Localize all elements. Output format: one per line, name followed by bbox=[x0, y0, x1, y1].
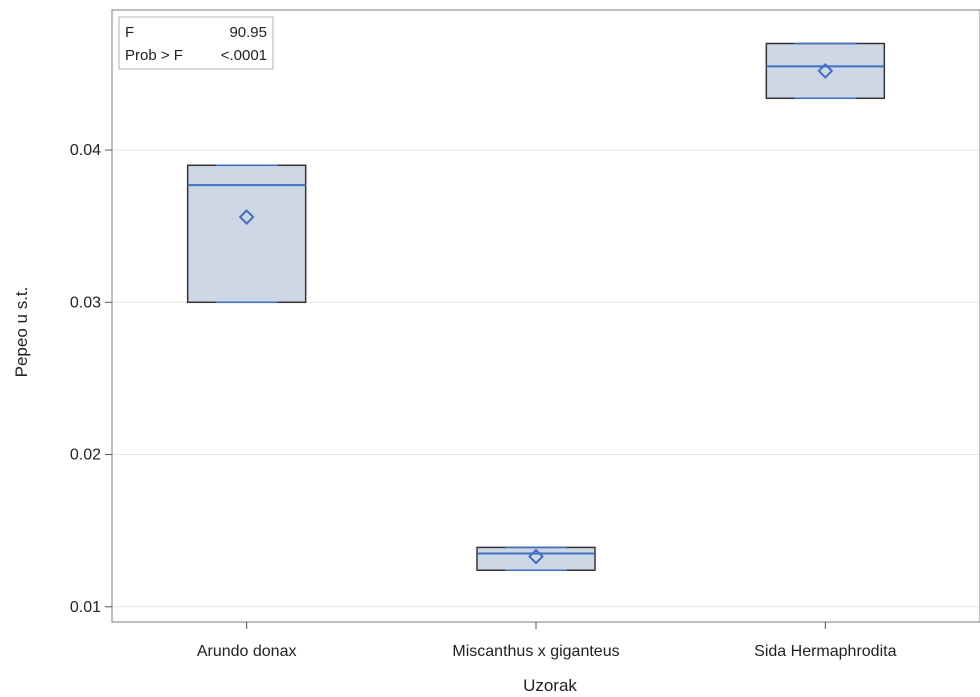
x-tick-label: Miscanthus x giganteus bbox=[452, 643, 619, 660]
box-miscanthus-x-giganteus bbox=[476, 546, 596, 571]
x-tick-label: Arundo donax bbox=[197, 643, 297, 660]
y-axis-title: Pepeo u s.t. bbox=[12, 287, 31, 378]
stats-f-value: 90.95 bbox=[229, 24, 267, 41]
stats-prob-label: Prob > F bbox=[125, 47, 183, 64]
box-body bbox=[765, 42, 886, 100]
stats-prob-value: <.0001 bbox=[221, 47, 267, 64]
y-tick-label: 0.03 bbox=[70, 294, 101, 311]
x-axis-title: Uzorak bbox=[523, 676, 577, 695]
y-tick-label: 0.04 bbox=[70, 142, 101, 159]
y-tick-label: 0.01 bbox=[70, 599, 101, 616]
box-mean-marker bbox=[528, 548, 544, 565]
box-mean-marker bbox=[238, 209, 255, 225]
boxes bbox=[186, 42, 886, 571]
x-axis: Arundo donax Miscanthus x giganteus Sida H… bbox=[197, 622, 897, 660]
box-mean-marker bbox=[817, 62, 834, 79]
stats-f-label: F bbox=[125, 24, 134, 41]
box-arundo-donax bbox=[186, 164, 307, 304]
box-body bbox=[186, 164, 307, 304]
y-tick-label: 0.02 bbox=[70, 447, 101, 464]
stats-box: F 90.95 Prob > F <.0001 bbox=[118, 16, 274, 70]
x-tick-label: Sida Hermaphrodita bbox=[754, 643, 896, 660]
stats-box-frame bbox=[118, 16, 274, 70]
box-sida-hermaphrodita bbox=[765, 42, 886, 100]
y-axis: 0.01 0.02 0.03 0.04 bbox=[70, 142, 112, 616]
plot-frame bbox=[111, 9, 980, 623]
